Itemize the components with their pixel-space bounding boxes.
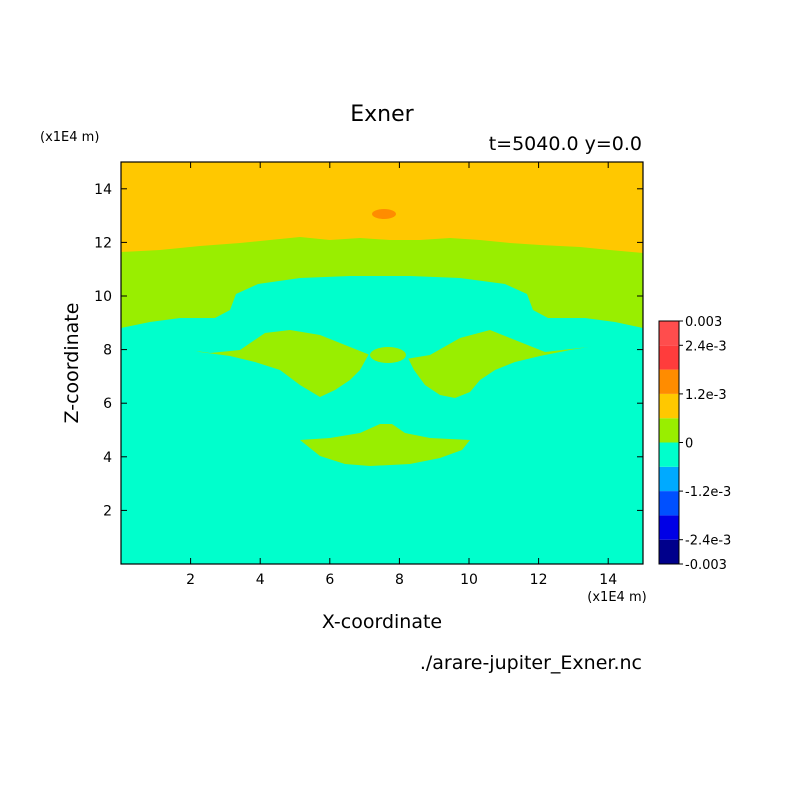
colorbar-tick-label: -2.4e-3 [685,534,731,549]
contour-field [121,162,643,564]
colorbar-swatch [659,539,679,564]
x-tick-label: 12 [530,572,548,588]
colorbar-labels: 0.003 2.4e-3 1.2e-3 0 -1.2e-3 -2.4e-3 -0.003 [679,315,731,573]
colorbar-swatch [659,393,679,419]
colorbar-swatch [659,369,679,394]
x-tick-label: 6 [325,572,334,588]
y-tick-label: 14 [94,182,112,198]
y-axis-label: Z-coordinate [61,303,83,424]
chart-subtitle: t=5040.0 y=0.0 [489,133,642,155]
colorbar-swatch [659,321,679,346]
chart-title: Exner [350,102,414,127]
colorbar-swatch [659,515,679,540]
y-tick-label: 8 [103,343,112,359]
colorbar-swatch [659,491,679,516]
region-top-blob [372,209,396,219]
x-tick-label: 8 [395,572,404,588]
colorbar-swatch [659,466,679,492]
colorbar-tick-label: 1.2e-3 [685,388,727,403]
colorbar-tick-label: -0.003 [685,558,727,573]
y-tick-label: 2 [103,503,112,519]
y-tick-label: 12 [94,235,112,251]
colorbar-swatch [659,345,679,370]
x-tick-label: 14 [599,572,617,588]
region-middle-blob [370,347,406,363]
plot-frame [120,161,644,565]
colorbar-tick-label: 0 [685,437,693,452]
region-middle-inner [300,424,470,466]
x-tick-label: 4 [256,572,265,588]
region-lower-band-left [121,276,643,360]
y-tick-label: 4 [103,450,112,466]
colorbar-swatch [659,418,679,443]
x-axis: 2 4 6 8 10 12 14 [186,162,617,588]
x-unit-label: (x1E4 m) [587,590,646,605]
x-tick-label: 10 [460,572,478,588]
colorbar-swatch [659,442,679,467]
x-tick-label: 2 [186,572,195,588]
colorbar-tick-label: 0.003 [685,315,722,330]
colorbar-tick-label: 2.4e-3 [685,339,727,354]
y-axis: 2 4 6 8 10 12 14 [94,182,643,519]
colorbar [658,320,680,565]
x-axis-label: X-coordinate [322,611,442,633]
y-unit-label: (x1E4 m) [40,130,99,145]
y-tick-label: 6 [103,396,112,412]
colorbar-tick-label: -1.2e-3 [685,485,731,500]
source-file-label: ./arare-jupiter_Exner.nc [420,652,642,674]
y-tick-label: 10 [94,289,112,305]
